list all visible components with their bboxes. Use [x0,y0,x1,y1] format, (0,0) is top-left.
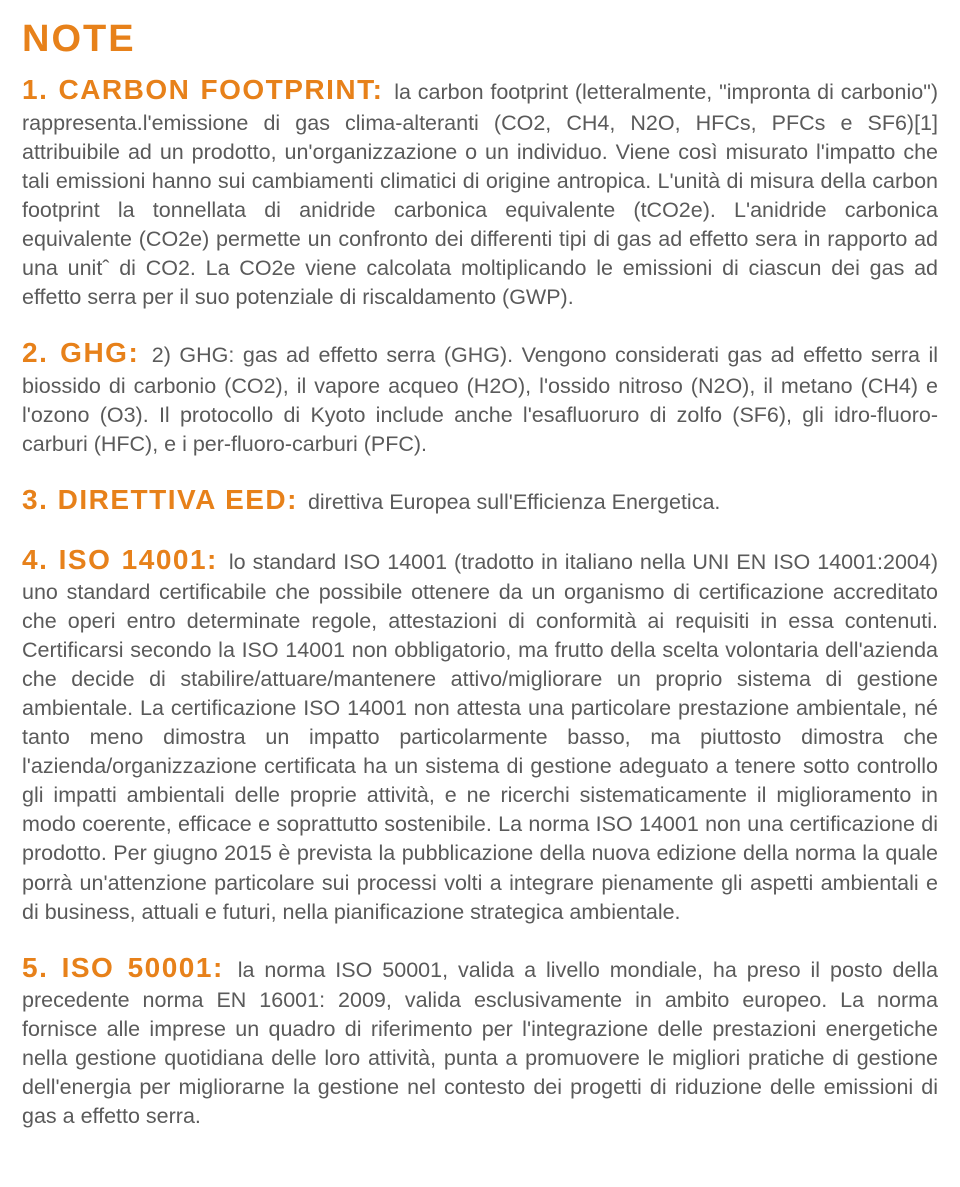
note-body: lo standard ISO 14001 (tradotto in itali… [22,550,938,924]
note-heading: 1. CARBON FOOTPRINT: [22,74,383,105]
note-heading: 2. GHG: [22,337,139,368]
note-body: direttiva Europea sull'Efficienza Energe… [308,490,720,514]
note-item: 1. CARBON FOOTPRINT: la carbon footprint… [22,71,938,312]
note-body: la norma ISO 50001, valida a livello mon… [22,958,938,1129]
note-body: 2) GHG: gas ad effetto serra (GHG). Veng… [22,343,938,456]
note-heading: 3. DIRETTIVA EED: [22,484,298,515]
note-item: 2. GHG: 2) GHG: gas ad effetto serra (GH… [22,334,938,459]
note-heading: 4. ISO 14001: [22,544,218,575]
page-title: NOTE [22,18,938,61]
note-item: 3. DIRETTIVA EED: direttiva Europea sull… [22,481,938,519]
note-heading: 5. ISO 50001: [22,952,224,983]
note-item: 5. ISO 50001: la norma ISO 50001, valida… [22,949,938,1132]
note-item: 4. ISO 14001: lo standard ISO 14001 (tra… [22,541,938,927]
note-body: la carbon footprint (letteralmente, "imp… [22,80,938,309]
